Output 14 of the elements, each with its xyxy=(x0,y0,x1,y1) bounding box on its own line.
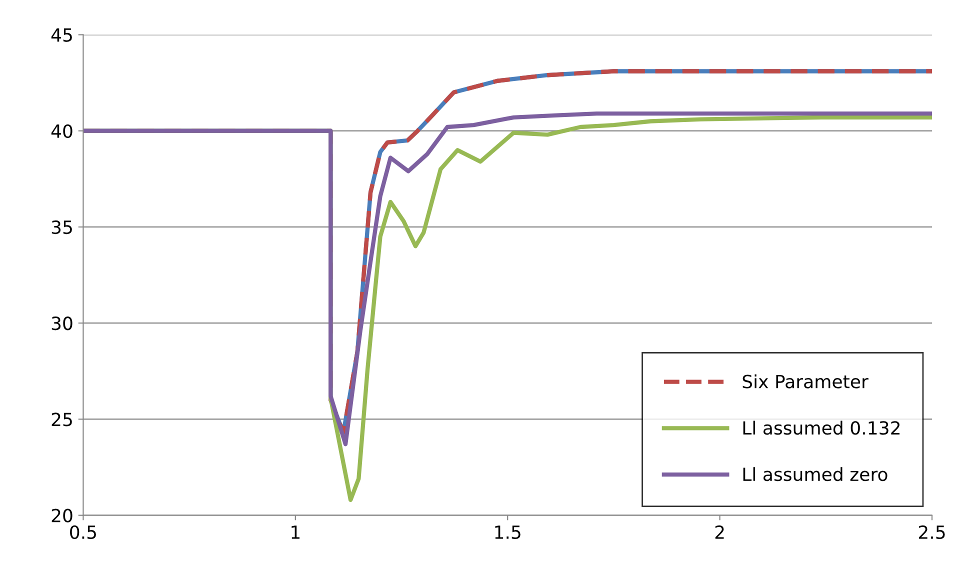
legend-label: Six Parameter xyxy=(742,374,868,388)
y-tick-label: 40 xyxy=(51,124,72,138)
y-tick-label: 30 xyxy=(52,316,72,330)
x-tick-label: 1.5 xyxy=(495,526,520,540)
legend-label: Ll assumed 0.132 xyxy=(743,420,900,435)
y-tick-label: 45 xyxy=(51,28,72,42)
x-tick-label: 2.5 xyxy=(918,525,945,540)
y-tick-label: 25 xyxy=(52,412,72,426)
x-tick-label: 1 xyxy=(292,526,300,539)
x-tick-label: 0.5 xyxy=(70,525,96,540)
legend-label: Ll assumed zero xyxy=(743,467,888,482)
y-tick-label: 35 xyxy=(52,220,72,234)
y-tick-label: 20 xyxy=(52,508,72,522)
x-tick-label: 2 xyxy=(715,525,724,539)
